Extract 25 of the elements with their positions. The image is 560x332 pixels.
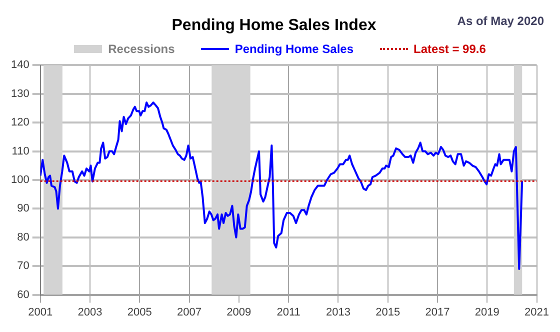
x-tick-label: 2011 <box>276 306 300 318</box>
y-tick-label: 60 <box>17 288 30 301</box>
legend-label: Recessions <box>108 42 175 56</box>
legend-label: Pending Home Sales <box>234 42 354 56</box>
y-tick-label: 70 <box>17 260 30 272</box>
x-tick-label: 2005 <box>127 306 152 318</box>
y-tick-label: 90 <box>17 202 30 215</box>
y-tick-label: 140 <box>10 59 30 72</box>
x-tick-label: 2007 <box>177 306 202 318</box>
y-tick-label: 120 <box>10 116 30 129</box>
chart-subtitle: As of May 2020 <box>457 14 544 28</box>
x-tick-label: 2001 <box>28 306 53 318</box>
chart-title: Pending Home Sales Index <box>172 17 376 34</box>
x-tick-label: 2013 <box>326 306 350 318</box>
y-tick-label: 80 <box>17 231 30 244</box>
y-tick-label: 110 <box>12 145 30 158</box>
x-tick-label: 2017 <box>425 306 450 318</box>
y-tick-label: 100 <box>10 174 30 186</box>
x-tick-label: 2015 <box>376 306 400 318</box>
x-tick-label: 2009 <box>226 306 252 318</box>
x-tick-label: 2019 <box>474 306 500 318</box>
y-tick-label: 130 <box>10 88 30 100</box>
x-tick-label: 2003 <box>78 306 102 318</box>
legend-label: Latest = 99.6 <box>414 42 486 56</box>
x-tick-label: 2021 <box>524 306 550 318</box>
